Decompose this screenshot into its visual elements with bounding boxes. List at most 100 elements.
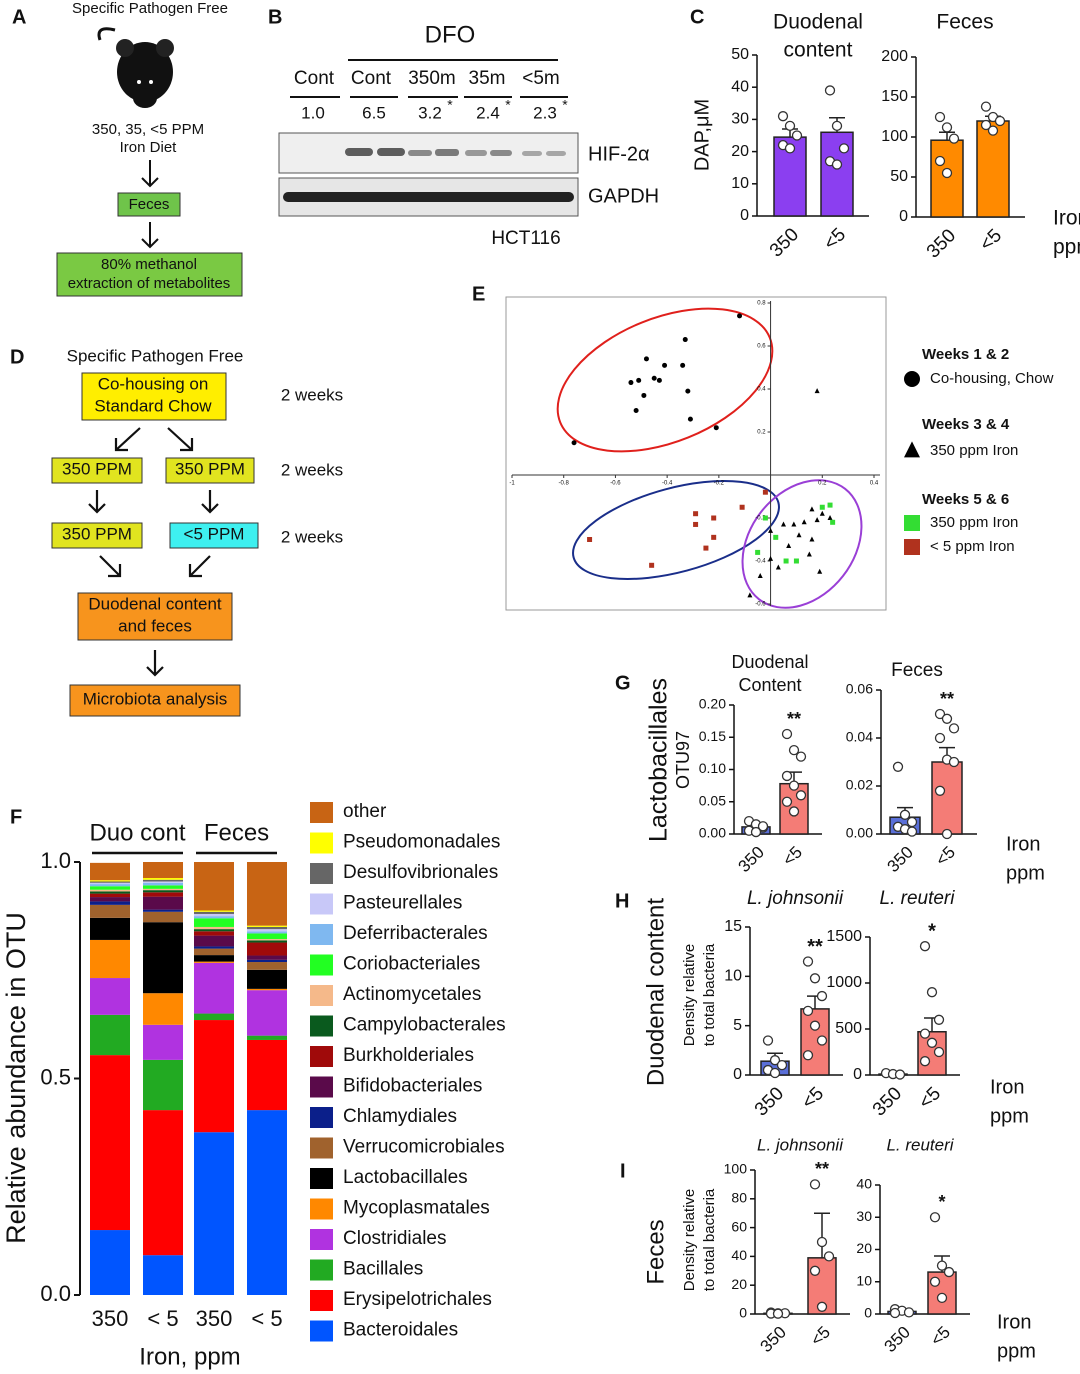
panel-label: A — [12, 6, 26, 28]
legend-label: Desulfovibrionales — [343, 862, 498, 883]
data-point — [713, 425, 719, 431]
legend-swatch — [310, 924, 333, 945]
y-tick-label: 0 — [739, 1305, 747, 1321]
mouse-icon — [97, 27, 174, 108]
data-point — [793, 558, 799, 564]
y-tick-label: 50 — [731, 46, 749, 63]
legend-title: Weeks 5 & 6 — [922, 491, 1009, 508]
y-tick-label: 0.04 — [846, 729, 873, 745]
legend-swatch — [310, 863, 333, 884]
legend-swatch — [310, 1290, 333, 1311]
data-point — [769, 1067, 781, 1079]
bands — [283, 192, 574, 202]
x-tick-label: 0.4 — [870, 481, 879, 487]
bar-segment — [194, 918, 234, 927]
data-point — [784, 120, 796, 131]
chart-title: L. reuteri — [880, 888, 956, 909]
diagram-text: 350, 35, <5 PPM — [92, 121, 204, 138]
data-point — [827, 502, 833, 508]
bar-segment — [247, 942, 287, 956]
y-tick-label: 0.4 — [757, 387, 766, 393]
bar — [820, 131, 854, 217]
legend-label: < 5 ppm Iron — [930, 538, 1015, 555]
data-point — [781, 728, 793, 740]
data-point — [693, 521, 699, 527]
y-tick-label: 40 — [731, 1247, 747, 1263]
bar-segment — [143, 1255, 183, 1295]
y-tick-label: 0.10 — [699, 760, 726, 776]
legend-label: Mycoplasmatales — [343, 1198, 490, 1219]
bar-segment — [143, 890, 183, 893]
legend-marker — [904, 441, 920, 458]
y-tick-label: 10 — [724, 968, 742, 985]
y-tick-label: 20 — [731, 143, 749, 160]
significance: * — [928, 920, 936, 942]
panel-label: G — [615, 672, 631, 694]
y-tick-label: 0.5 — [40, 1064, 71, 1089]
data-point — [791, 130, 803, 141]
cluster-ellipse — [572, 480, 780, 580]
ratio: 6.5 — [362, 103, 386, 122]
x-axis-label: ppm — [997, 1340, 1036, 1362]
legend-label: Bifidobacteriales — [343, 1076, 482, 1097]
x-tick-label: -0.4 — [662, 481, 673, 487]
bar-segment — [247, 969, 287, 989]
bar-segment — [194, 913, 234, 917]
legend-swatch — [310, 1046, 333, 1067]
data-point — [817, 568, 823, 574]
panel-label: F — [10, 806, 22, 828]
data-point — [777, 111, 789, 122]
x-tick-label: <5 — [976, 225, 1006, 255]
legend-swatch — [310, 985, 333, 1006]
x-tick-label: <5 — [915, 1083, 945, 1113]
data-point — [892, 761, 904, 772]
data-point — [941, 828, 953, 840]
lane-label: Cont — [351, 68, 392, 89]
data-point — [919, 1028, 931, 1039]
y-tick-label: 500 — [835, 1020, 862, 1037]
legend-label: Lactobacillales — [343, 1167, 468, 1188]
bar-segment — [143, 885, 183, 889]
bar-segment — [247, 929, 287, 932]
data-point — [823, 1251, 835, 1262]
significance: * — [505, 97, 511, 113]
data-point — [906, 816, 918, 828]
data-point — [809, 1020, 821, 1031]
legend-label: Clostridiales — [343, 1228, 446, 1249]
data-point — [755, 549, 761, 555]
data-point — [994, 115, 1006, 127]
legend-label: 350 ppm Iron — [930, 514, 1018, 531]
y-tick-label: -0.4 — [755, 559, 766, 565]
diagram-text: Duodenal content — [88, 594, 222, 613]
data-point — [838, 143, 850, 154]
y-tick-label: 100 — [881, 128, 908, 145]
data-point — [795, 751, 807, 762]
data-point — [809, 973, 821, 984]
bar-segment — [194, 911, 234, 914]
data-point — [919, 1056, 931, 1067]
panel-label: I — [620, 1160, 626, 1182]
data-point — [894, 1069, 906, 1080]
x-tick-label: < 5 — [147, 1306, 178, 1331]
legend-swatch — [310, 802, 333, 823]
bar-segment — [90, 901, 130, 905]
bar-segment — [247, 940, 287, 943]
data-point — [784, 143, 796, 154]
y-tick-label: 1.0 — [40, 848, 71, 873]
bar-segment — [90, 1230, 130, 1295]
y-tick-label: 0.2 — [757, 430, 766, 436]
bar-segment — [247, 1035, 287, 1040]
data-point — [943, 1266, 955, 1278]
bands — [345, 148, 566, 156]
bar-segment — [90, 1055, 130, 1231]
bar-segment — [247, 939, 287, 941]
y-axis-label: OTU97 — [673, 731, 693, 789]
bar-segment — [90, 886, 130, 890]
bar-segment — [143, 993, 183, 1025]
data-point — [750, 826, 762, 838]
legend-swatch — [310, 1198, 333, 1220]
x-tick-label: <5 — [779, 843, 806, 870]
diagram-text: 80% methanol — [101, 256, 197, 273]
x-tick-label: <5 — [932, 843, 959, 870]
